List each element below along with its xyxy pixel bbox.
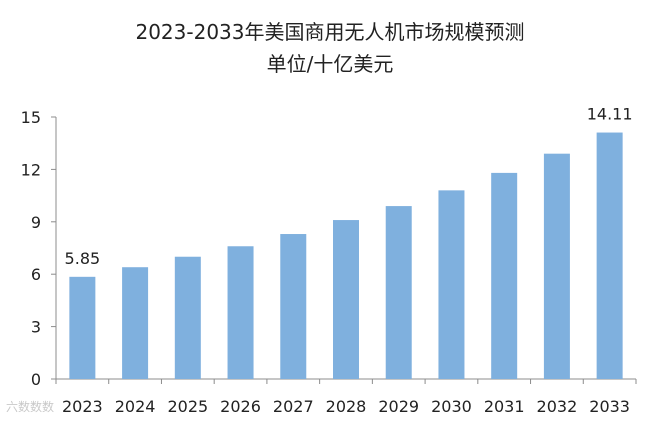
y-tick-label: 15 [21,108,41,127]
y-tick-label: 9 [31,213,41,232]
x-tick-label: 2031 [484,397,525,416]
watermark: 六数数数 [6,400,55,414]
data-label: 14.11 [587,105,633,124]
bar-2028 [333,220,359,379]
y-tick-label: 0 [31,370,41,389]
y-tick-label: 12 [21,160,41,179]
bar-2030 [438,190,465,379]
bar-2025 [174,256,201,379]
bar-2033 [596,132,623,379]
x-tick-label: 2029 [378,397,419,416]
bar-2023 [69,276,96,379]
bar-2031 [491,172,518,379]
x-tick-label: 2027 [273,397,314,416]
bar-2027 [280,234,307,379]
bar-2026 [227,246,254,379]
y-tick-label: 3 [31,318,41,337]
y-tick-label: 6 [31,265,41,284]
chart-title: 2023-2033年美国商用无人机市场规模预测 [135,20,525,44]
data-label: 5.85 [65,249,101,268]
x-tick-label: 2033 [589,397,630,416]
bar-2024 [122,267,149,379]
x-tick-label: 2023 [62,397,103,416]
x-tick-label: 2024 [115,397,156,416]
x-tick-label: 2025 [167,397,208,416]
bar-2032 [543,153,570,379]
x-tick-label: 2028 [326,397,367,416]
x-tick-label: 2026 [220,397,261,416]
x-tick-label: 2030 [431,397,472,416]
bar-2029 [385,206,412,379]
chart-subtitle: 单位/十亿美元 [266,52,394,76]
x-tick-label: 2032 [537,397,578,416]
